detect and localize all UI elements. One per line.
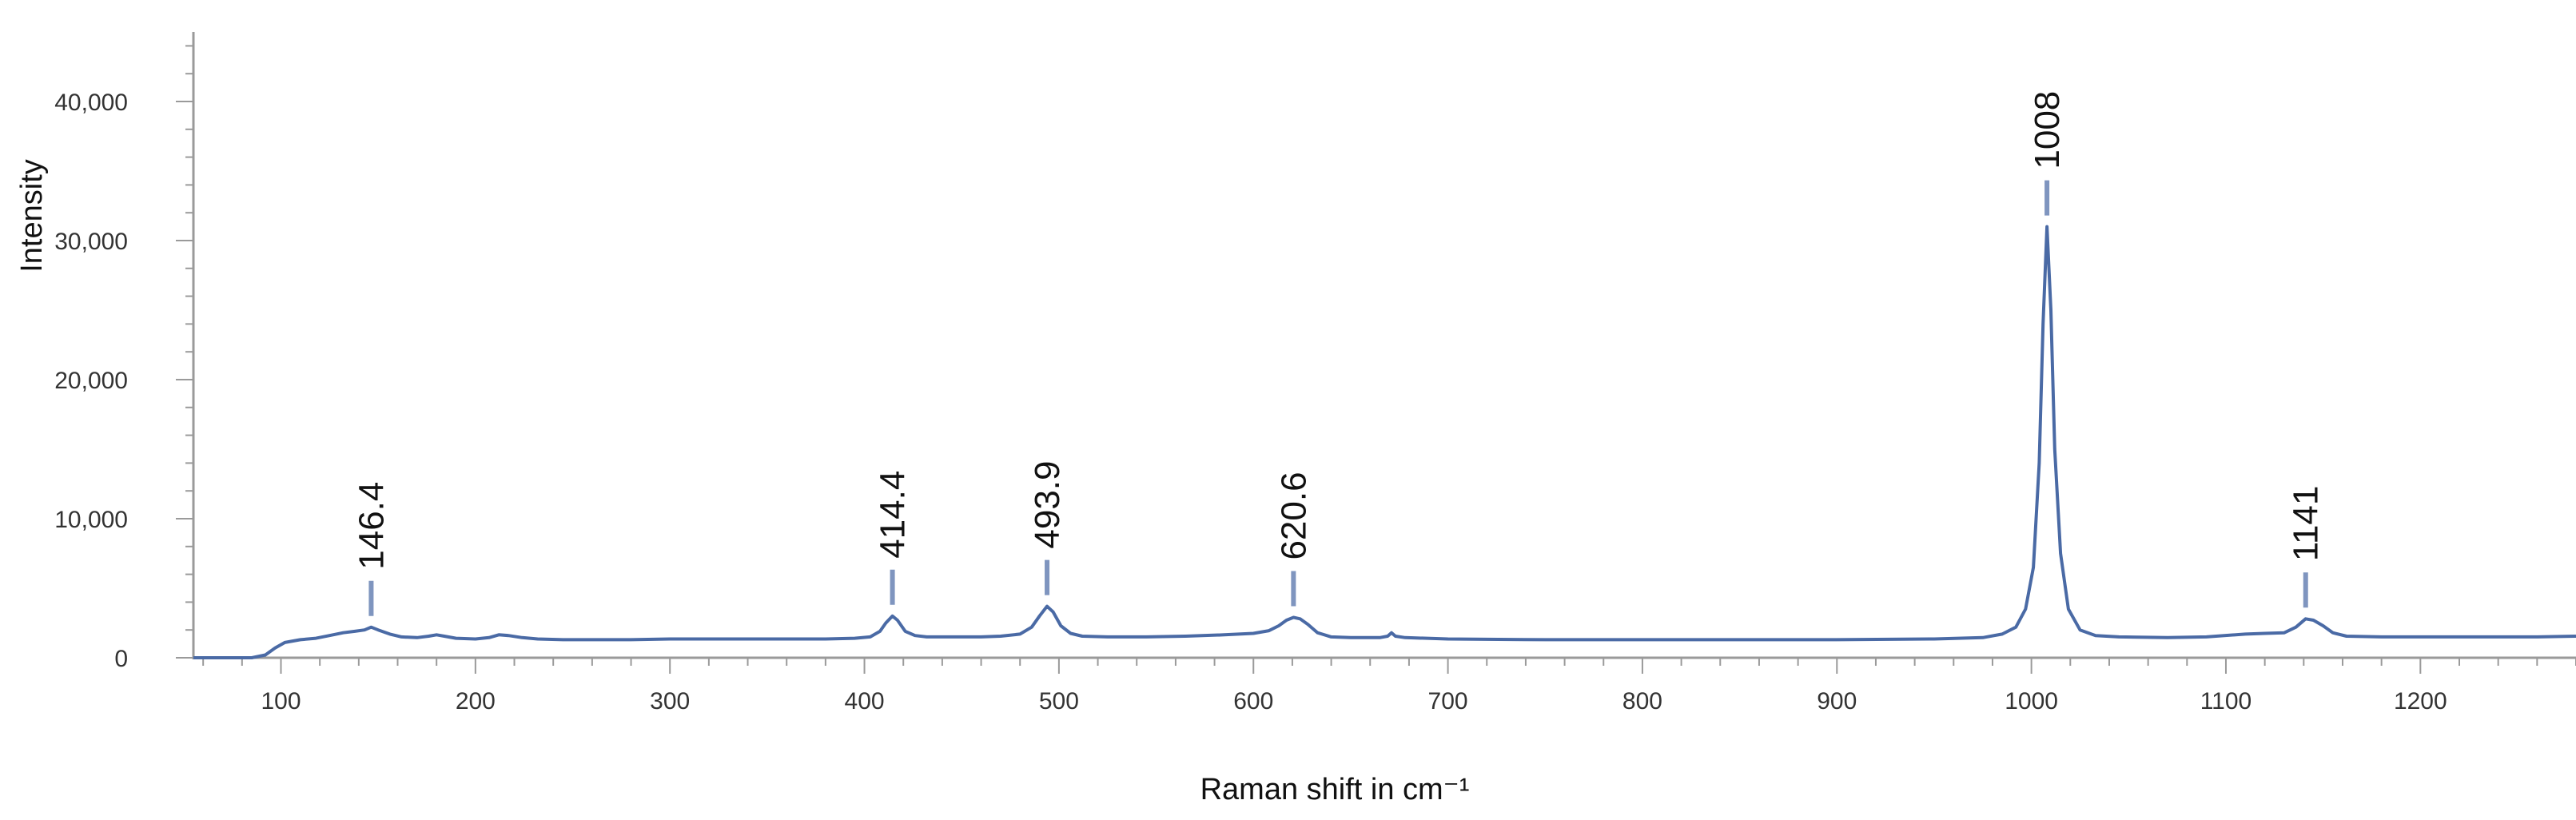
peak-label: 620.6 <box>1274 472 1313 559</box>
y-tick-label: 30,000 <box>54 229 128 255</box>
y-axis <box>176 32 195 659</box>
x-tick-label: 400 <box>845 688 885 715</box>
peak-label: 414.4 <box>874 471 913 559</box>
peak-labels: 146.4 414.4 493.9 620.6 1008 1141 <box>352 91 2325 570</box>
spectrum-line <box>193 225 2576 659</box>
y-tick-labels: 0 10,000 20,000 30,000 40,000 <box>54 90 128 672</box>
x-tick-label: 600 <box>1233 688 1273 715</box>
x-tick-label: 1100 <box>2200 688 2252 715</box>
y-tick-label: 10,000 <box>54 507 128 533</box>
y-tick-label: 20,000 <box>54 368 128 394</box>
x-tick-label: 700 <box>1428 688 1468 715</box>
x-tick-label: 100 <box>261 688 301 715</box>
peak-label: 1141 <box>2287 486 2326 562</box>
x-tick-label: 800 <box>1622 688 1662 715</box>
peak-label: 146.4 <box>352 482 391 570</box>
x-tick-label: 500 <box>1039 688 1079 715</box>
x-axis-title: Raman shift in cm⁻¹ <box>1200 773 1470 806</box>
x-tick-label: 1200 <box>2394 688 2447 715</box>
x-tick-label: 300 <box>650 688 690 715</box>
y-tick-label: 0 <box>114 646 128 672</box>
x-tick-label: 200 <box>456 688 496 715</box>
x-tick-label: 1000 <box>2005 688 2058 715</box>
x-tick-labels: 100 200 300 400 500 600 700 800 900 1000 1100 1200 <box>261 688 2447 715</box>
peak-markers <box>368 180 2308 616</box>
y-tick-label: 40,000 <box>54 90 128 116</box>
x-tick-label: 900 <box>1817 688 1857 715</box>
x-axis <box>193 656 2576 674</box>
y-axis-title: Intensity <box>15 159 49 273</box>
peak-label: 493.9 <box>1028 461 1067 549</box>
peak-label: 1008 <box>2028 91 2067 169</box>
